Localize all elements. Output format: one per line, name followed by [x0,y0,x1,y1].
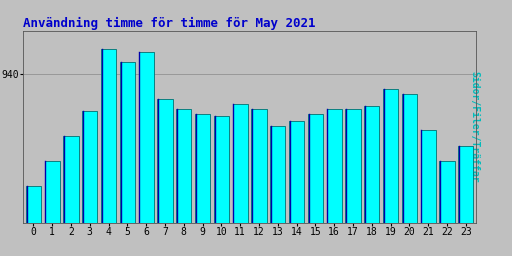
Text: Användning timme för timme för May 2021: Användning timme för timme för May 2021 [23,16,315,29]
Bar [289,121,304,256]
Bar [176,109,191,256]
Bar [195,114,210,256]
Bar [101,49,116,256]
Bar [270,126,285,256]
Bar [251,109,267,256]
Bar [439,161,455,256]
Bar [308,114,323,256]
Bar [402,94,417,256]
Y-axis label: Sidor/Filer/Träffar: Sidor/Filer/Träffar [469,71,479,183]
Bar [158,99,173,256]
Bar [63,136,78,256]
Bar [82,111,97,256]
Bar [458,146,473,256]
Bar [45,161,60,256]
Bar [365,106,379,256]
Bar [214,116,229,256]
Bar [139,52,154,256]
Bar [26,186,41,256]
Bar [383,89,398,256]
Bar [232,104,248,256]
Bar [327,109,342,256]
Bar [421,130,436,256]
Bar [120,62,135,256]
Bar [346,109,360,256]
